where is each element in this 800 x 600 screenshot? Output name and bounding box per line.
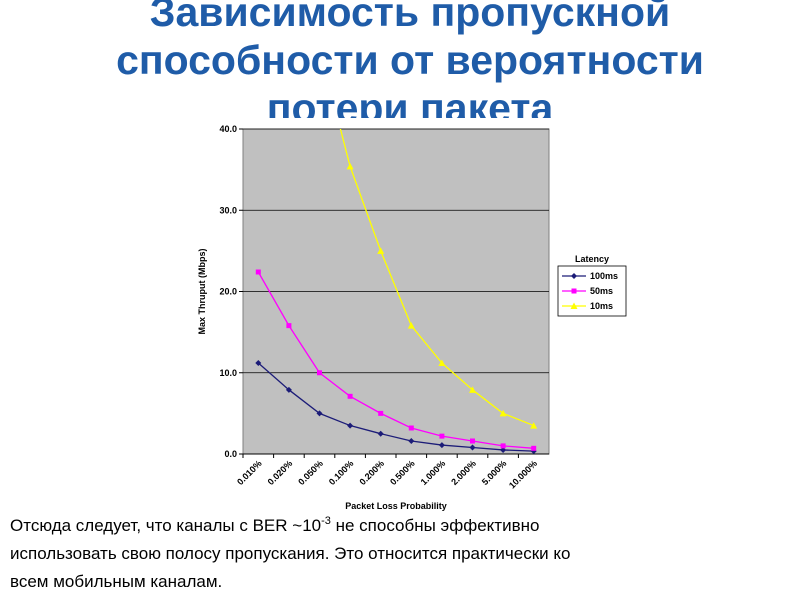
marker — [377, 430, 384, 437]
marker — [530, 422, 538, 429]
marker — [408, 425, 414, 431]
legend-label: 100ms — [590, 271, 618, 281]
marker — [285, 386, 292, 393]
marker — [346, 162, 354, 170]
marker — [316, 410, 323, 417]
x-tick-label: 2.000% — [449, 458, 478, 487]
marker — [255, 360, 262, 366]
marker — [438, 442, 445, 449]
marker — [571, 288, 577, 294]
series-line — [257, 362, 534, 452]
title-line: потери пакета — [267, 85, 555, 131]
body-part: не способны эффективно — [331, 516, 540, 535]
x-tick-label: 10.000% — [507, 458, 539, 490]
marker — [499, 409, 507, 417]
marker — [286, 323, 292, 329]
marker — [378, 410, 384, 416]
y-tick-label: 30.0 — [219, 205, 237, 215]
y-tick-label: 10.0 — [219, 368, 237, 378]
title-line: Зависимость пропускной — [150, 0, 670, 35]
marker — [408, 438, 415, 444]
title: Зависимость пропускной способности от ве… — [116, 0, 704, 131]
marker — [255, 269, 261, 275]
marker — [407, 322, 415, 329]
marker — [530, 448, 537, 454]
x-tick-label: 5.000% — [480, 458, 509, 487]
legend-label: 10ms — [590, 301, 613, 311]
y-tick-label: 20.0 — [219, 287, 237, 297]
x-tick-label: 0.010% — [235, 458, 264, 487]
x-tick-label: 0.020% — [266, 458, 295, 487]
marker — [470, 438, 475, 444]
plot-series — [255, 129, 538, 454]
legend-label: 50ms — [590, 286, 613, 296]
legend: Latency 100ms 50ms 10ms — [557, 254, 627, 317]
y-tick-label: 40.0 — [219, 124, 237, 134]
x-tick-label: 0.100% — [327, 458, 356, 487]
marker — [500, 443, 506, 449]
marker — [531, 445, 537, 451]
body-text: использовать свою полосу пропускания. Эт… — [10, 544, 570, 563]
series-line — [257, 271, 534, 449]
marker — [438, 359, 446, 366]
y-tick-label: 0.0 — [224, 449, 237, 459]
marker — [347, 393, 353, 399]
x-tick-label: 0.500% — [388, 458, 417, 487]
marker — [570, 302, 578, 309]
title-line: способности от вероятности — [116, 37, 704, 83]
body-part: Отсюда следует, что каналы с BER ~10 — [10, 516, 321, 535]
marker — [439, 433, 445, 439]
marker — [347, 422, 354, 429]
x-axis-label: Packet Loss Probability — [345, 501, 447, 511]
marker — [469, 444, 476, 451]
chart: 0.0 10.0 20.0 30.0 40.0 0.010% 0.020% 0.050% 0.1… — [197, 124, 627, 511]
series-line — [339, 129, 534, 427]
marker — [377, 247, 385, 254]
x-tick-label: 0.050% — [296, 458, 325, 487]
marker — [317, 370, 322, 376]
x-tick-label: 0.200% — [357, 458, 386, 487]
y-axis-label: Max Thruput (Mbps) — [197, 249, 207, 335]
superscript: -3 — [321, 515, 331, 527]
marker — [571, 273, 577, 279]
x-tick-label: 1.000% — [419, 458, 448, 487]
marker — [500, 446, 507, 453]
legend-title: Latency — [575, 254, 609, 264]
marker — [469, 386, 476, 393]
body-text: всем мобильным каналам. — [10, 572, 222, 591]
body-text: Отсюда следует, что каналы с BER ~10-3 н… — [10, 515, 539, 535]
